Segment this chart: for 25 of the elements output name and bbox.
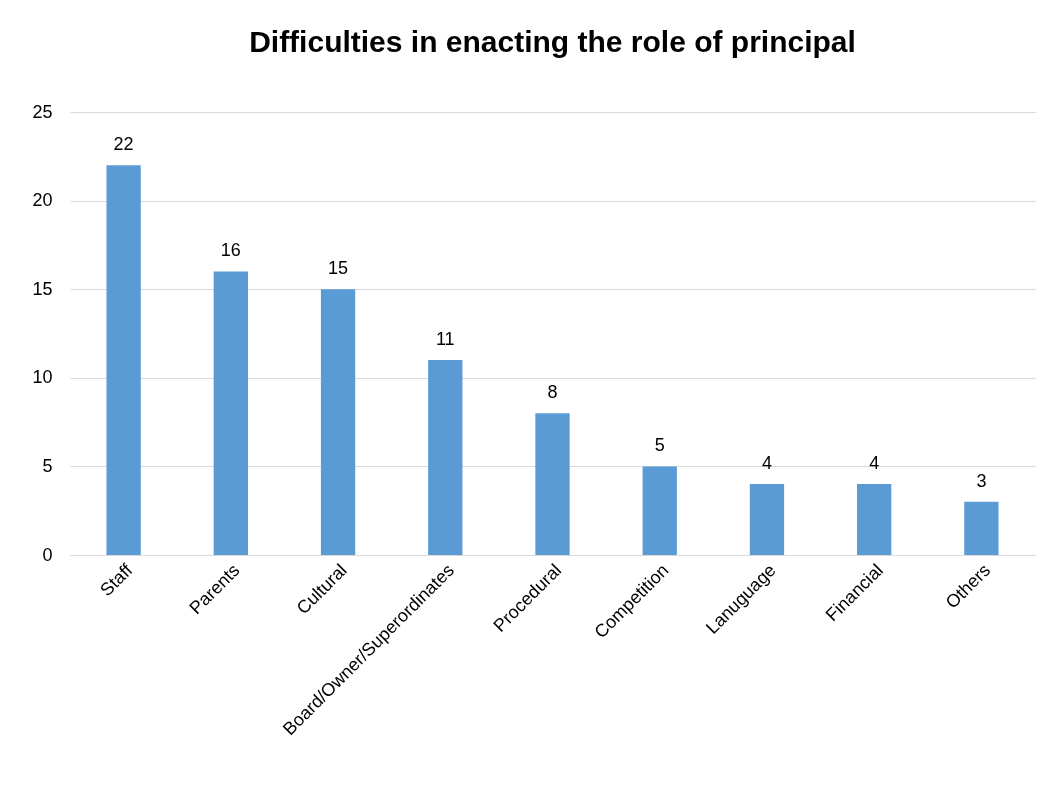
data-label: 11 [435,329,455,350]
bar [964,501,999,555]
data-label: 22 [113,134,134,155]
y-tick-label: 0 [42,544,53,565]
data-label: 4 [761,453,772,474]
data-label: 5 [654,435,665,456]
bar [642,466,677,555]
data-label: 3 [976,470,987,491]
y-tick-label: 20 [32,190,53,211]
bar [106,165,141,555]
bar [320,289,356,555]
y-tick-label: 5 [42,455,53,476]
y-tick-label: 10 [32,367,53,388]
data-label: 8 [547,382,558,403]
bar [857,484,892,555]
bar [535,413,570,555]
bar [213,271,248,555]
data-label: 15 [328,258,349,279]
data-label: 16 [220,240,241,261]
bar [428,360,463,555]
y-tick-label: 25 [32,101,53,122]
bar [749,484,785,555]
y-tick-label: 15 [32,278,53,299]
data-label: 4 [869,453,880,474]
chart-title: Difficulties in enacting the role of principal [249,25,856,58]
